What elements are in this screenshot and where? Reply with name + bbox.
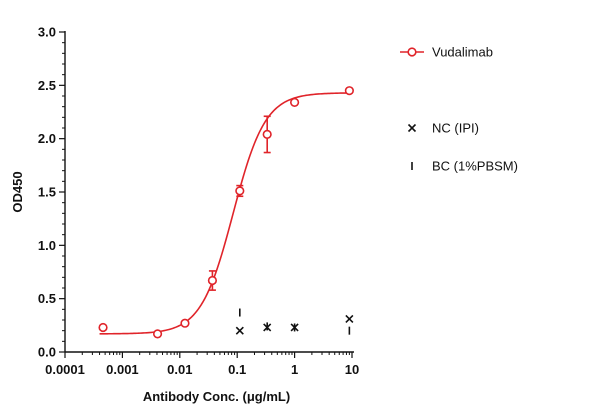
- data-point-series-0: [180, 318, 190, 328]
- legend-label: Vudalimab: [432, 45, 493, 60]
- y-tick-label: 2.0: [38, 131, 56, 146]
- legend-marker: [407, 47, 417, 57]
- y-tick-label: 0.5: [38, 291, 56, 306]
- data-marks: [98, 86, 354, 339]
- x-mark-stroke: [345, 314, 354, 323]
- data-point-series-0: [207, 275, 218, 286]
- x-tick-label: 0.1: [228, 362, 246, 377]
- data-point-series-0: [344, 86, 354, 96]
- legend-label: NC (IPI): [432, 121, 479, 136]
- y-axis-title: OD450: [10, 171, 25, 212]
- x-mark-stroke: [235, 326, 244, 335]
- legend-label: BC (1%PBSM): [432, 159, 518, 174]
- x-tick-label: 1: [291, 362, 298, 377]
- legend-marker: [407, 123, 417, 133]
- legend: Vudalimab NC (IPI) BC (1%PBSM): [400, 45, 518, 174]
- data-point-series-0: [262, 129, 272, 139]
- data-point-series-0: [152, 329, 163, 339]
- y-tick-label: 2.5: [38, 78, 56, 93]
- x-tick-label: 0.0001: [45, 362, 85, 377]
- x-tick-label: 0.01: [167, 362, 192, 377]
- y-tick-label: 3.0: [38, 25, 56, 40]
- data-point-series-0: [235, 186, 245, 196]
- data-point-series-1: [345, 314, 354, 323]
- y-tick-label: 1.5: [38, 185, 56, 200]
- axes: 0.0 0.5 1.0 1.5 2.0 2.5 3.0 0.0001 0.001 0.01 0.1 1…: [38, 25, 359, 378]
- y-tick-label: 0.0: [38, 345, 56, 360]
- data-point-series-1: [235, 326, 244, 335]
- x-mark-stroke: [407, 123, 417, 133]
- x-tick-label: 10: [345, 362, 359, 377]
- y-tick-label: 1.0: [38, 238, 56, 253]
- fit-curve-0: [99, 92, 350, 335]
- x-tick-label: 0.001: [106, 362, 139, 377]
- data-point-series-0: [98, 322, 108, 333]
- x-axis-title: Antibody Conc. (μg/mL): [143, 389, 290, 404]
- data-point-series-0: [290, 97, 300, 107]
- fit-curves: [99, 92, 350, 335]
